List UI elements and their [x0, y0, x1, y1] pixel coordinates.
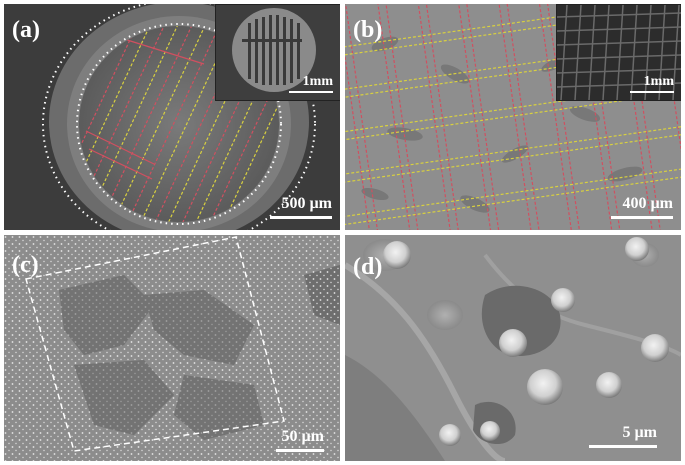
- panel-b-inset-scale-bar: [630, 91, 674, 93]
- panel-b-inset-image: [557, 5, 681, 100]
- panel-d-image: [345, 235, 681, 461]
- panel-d-label: (d): [353, 254, 383, 280]
- panel-d-scale-text: 5 µm: [622, 424, 657, 441]
- panel-c-image: [4, 235, 340, 461]
- panel-b-inset-scale-text: 1mm: [643, 74, 674, 89]
- panel-a-inset-image: [216, 5, 340, 100]
- panel-c-scale-bar: [276, 449, 324, 452]
- panel-a-inset: 1mm: [215, 4, 340, 101]
- panel-a-label: (a): [12, 17, 40, 43]
- panel-a-inset-scale-text: 1mm: [302, 74, 333, 89]
- panel-a: (a) 1mm 500 µm: [4, 4, 340, 230]
- panel-a-inset-scale-bar: [289, 91, 333, 93]
- panel-b-inset: 1mm: [556, 4, 681, 101]
- panel-d-scale-bar: [589, 445, 657, 448]
- panel-b: (b) 1mm 400 µm: [345, 4, 681, 230]
- panel-a-scale-text: 500 µm: [281, 195, 332, 212]
- panel-b-label: (b): [353, 17, 383, 43]
- panel-c: (c) 50 µm: [4, 235, 340, 461]
- panel-b-scale-text: 400 µm: [622, 195, 673, 212]
- panel-c-scale-text: 50 µm: [281, 428, 324, 445]
- panel-a-scale-bar: [270, 216, 332, 219]
- panel-b-scale-bar: [611, 216, 673, 219]
- panel-d: (d) 5 µm: [345, 235, 681, 461]
- panel-c-label: (c): [12, 252, 39, 278]
